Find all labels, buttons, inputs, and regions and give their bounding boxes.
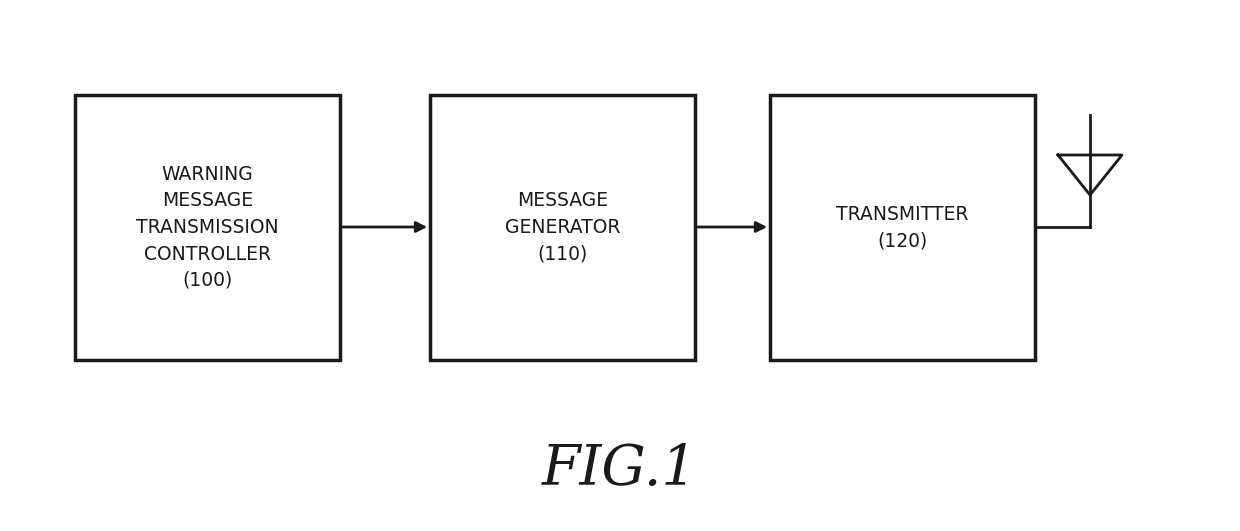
Text: WARNING
MESSAGE
TRANSMISSION
CONTROLLER
(100): WARNING MESSAGE TRANSMISSION CONTROLLER … [136,165,279,290]
Text: MESSAGE
GENERATOR
(110): MESSAGE GENERATOR (110) [505,192,620,263]
Bar [74,95,340,360]
Text: TRANSMITTER
(120): TRANSMITTER (120) [836,205,968,250]
Bar [430,95,694,360]
Bar [770,95,1035,360]
Text: FIG.1: FIG.1 [542,443,698,498]
